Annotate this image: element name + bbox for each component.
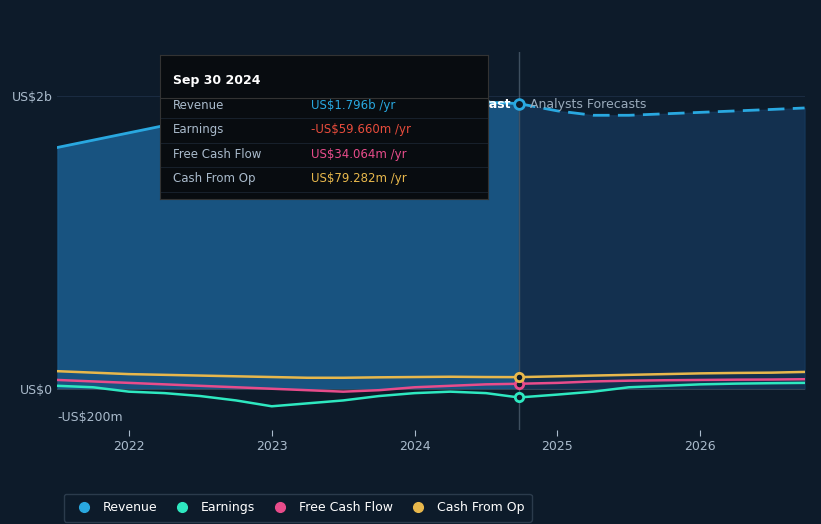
- Text: Earnings: Earnings: [173, 124, 225, 136]
- Text: Past: Past: [481, 98, 511, 111]
- Text: Analysts Forecasts: Analysts Forecasts: [530, 98, 647, 111]
- Text: Cash From Op: Cash From Op: [173, 172, 255, 185]
- Text: US$34.064m /yr: US$34.064m /yr: [311, 148, 406, 161]
- Text: -US$200m: -US$200m: [57, 411, 123, 424]
- Text: Free Cash Flow: Free Cash Flow: [173, 148, 262, 161]
- Text: US$79.282m /yr: US$79.282m /yr: [311, 172, 407, 185]
- Text: US$1.796b /yr: US$1.796b /yr: [311, 99, 396, 112]
- Text: Revenue: Revenue: [173, 99, 225, 112]
- Text: -US$59.660m /yr: -US$59.660m /yr: [311, 124, 411, 136]
- Legend: Revenue, Earnings, Free Cash Flow, Cash From Op: Revenue, Earnings, Free Cash Flow, Cash …: [64, 494, 531, 521]
- Text: Sep 30 2024: Sep 30 2024: [173, 74, 261, 87]
